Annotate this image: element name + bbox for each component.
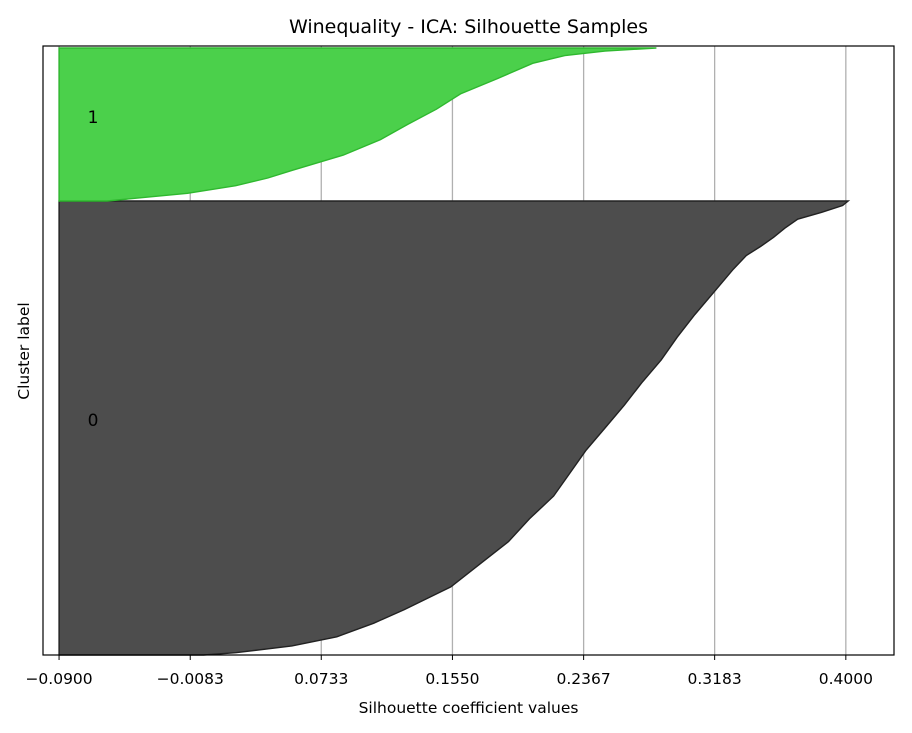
x-axis-ticks: −0.0900 −0.0083 0.0733 0.1550 0.2367 0.3183 0.…: [25, 655, 873, 688]
x-axis-label: Silhouette coefficient values: [359, 699, 579, 717]
silhouette-areas: [58, 47, 851, 656]
x-tick-label-2: 0.0733: [294, 670, 348, 688]
y-axis-label: Cluster label: [15, 302, 33, 399]
cluster-label-0: 0: [88, 411, 99, 431]
cluster-0-silhouette: [58, 200, 851, 656]
x-tick-label-6: 0.4000: [819, 670, 873, 688]
x-tick-label-5: 0.3183: [688, 670, 742, 688]
x-tick-label-4: 0.2367: [557, 670, 611, 688]
x-tick-label-1: −0.0083: [157, 670, 224, 688]
cluster-1-silhouette: [58, 47, 657, 202]
x-tick-label-3: 0.1550: [425, 670, 479, 688]
x-tick-label-0: −0.0900: [25, 670, 92, 688]
plot-frame: [42, 45, 895, 656]
chart-title: Winequality - ICA: Silhouette Samples: [289, 16, 648, 38]
cluster-labels: 01: [88, 108, 99, 431]
cluster-label-1: 1: [88, 108, 99, 128]
